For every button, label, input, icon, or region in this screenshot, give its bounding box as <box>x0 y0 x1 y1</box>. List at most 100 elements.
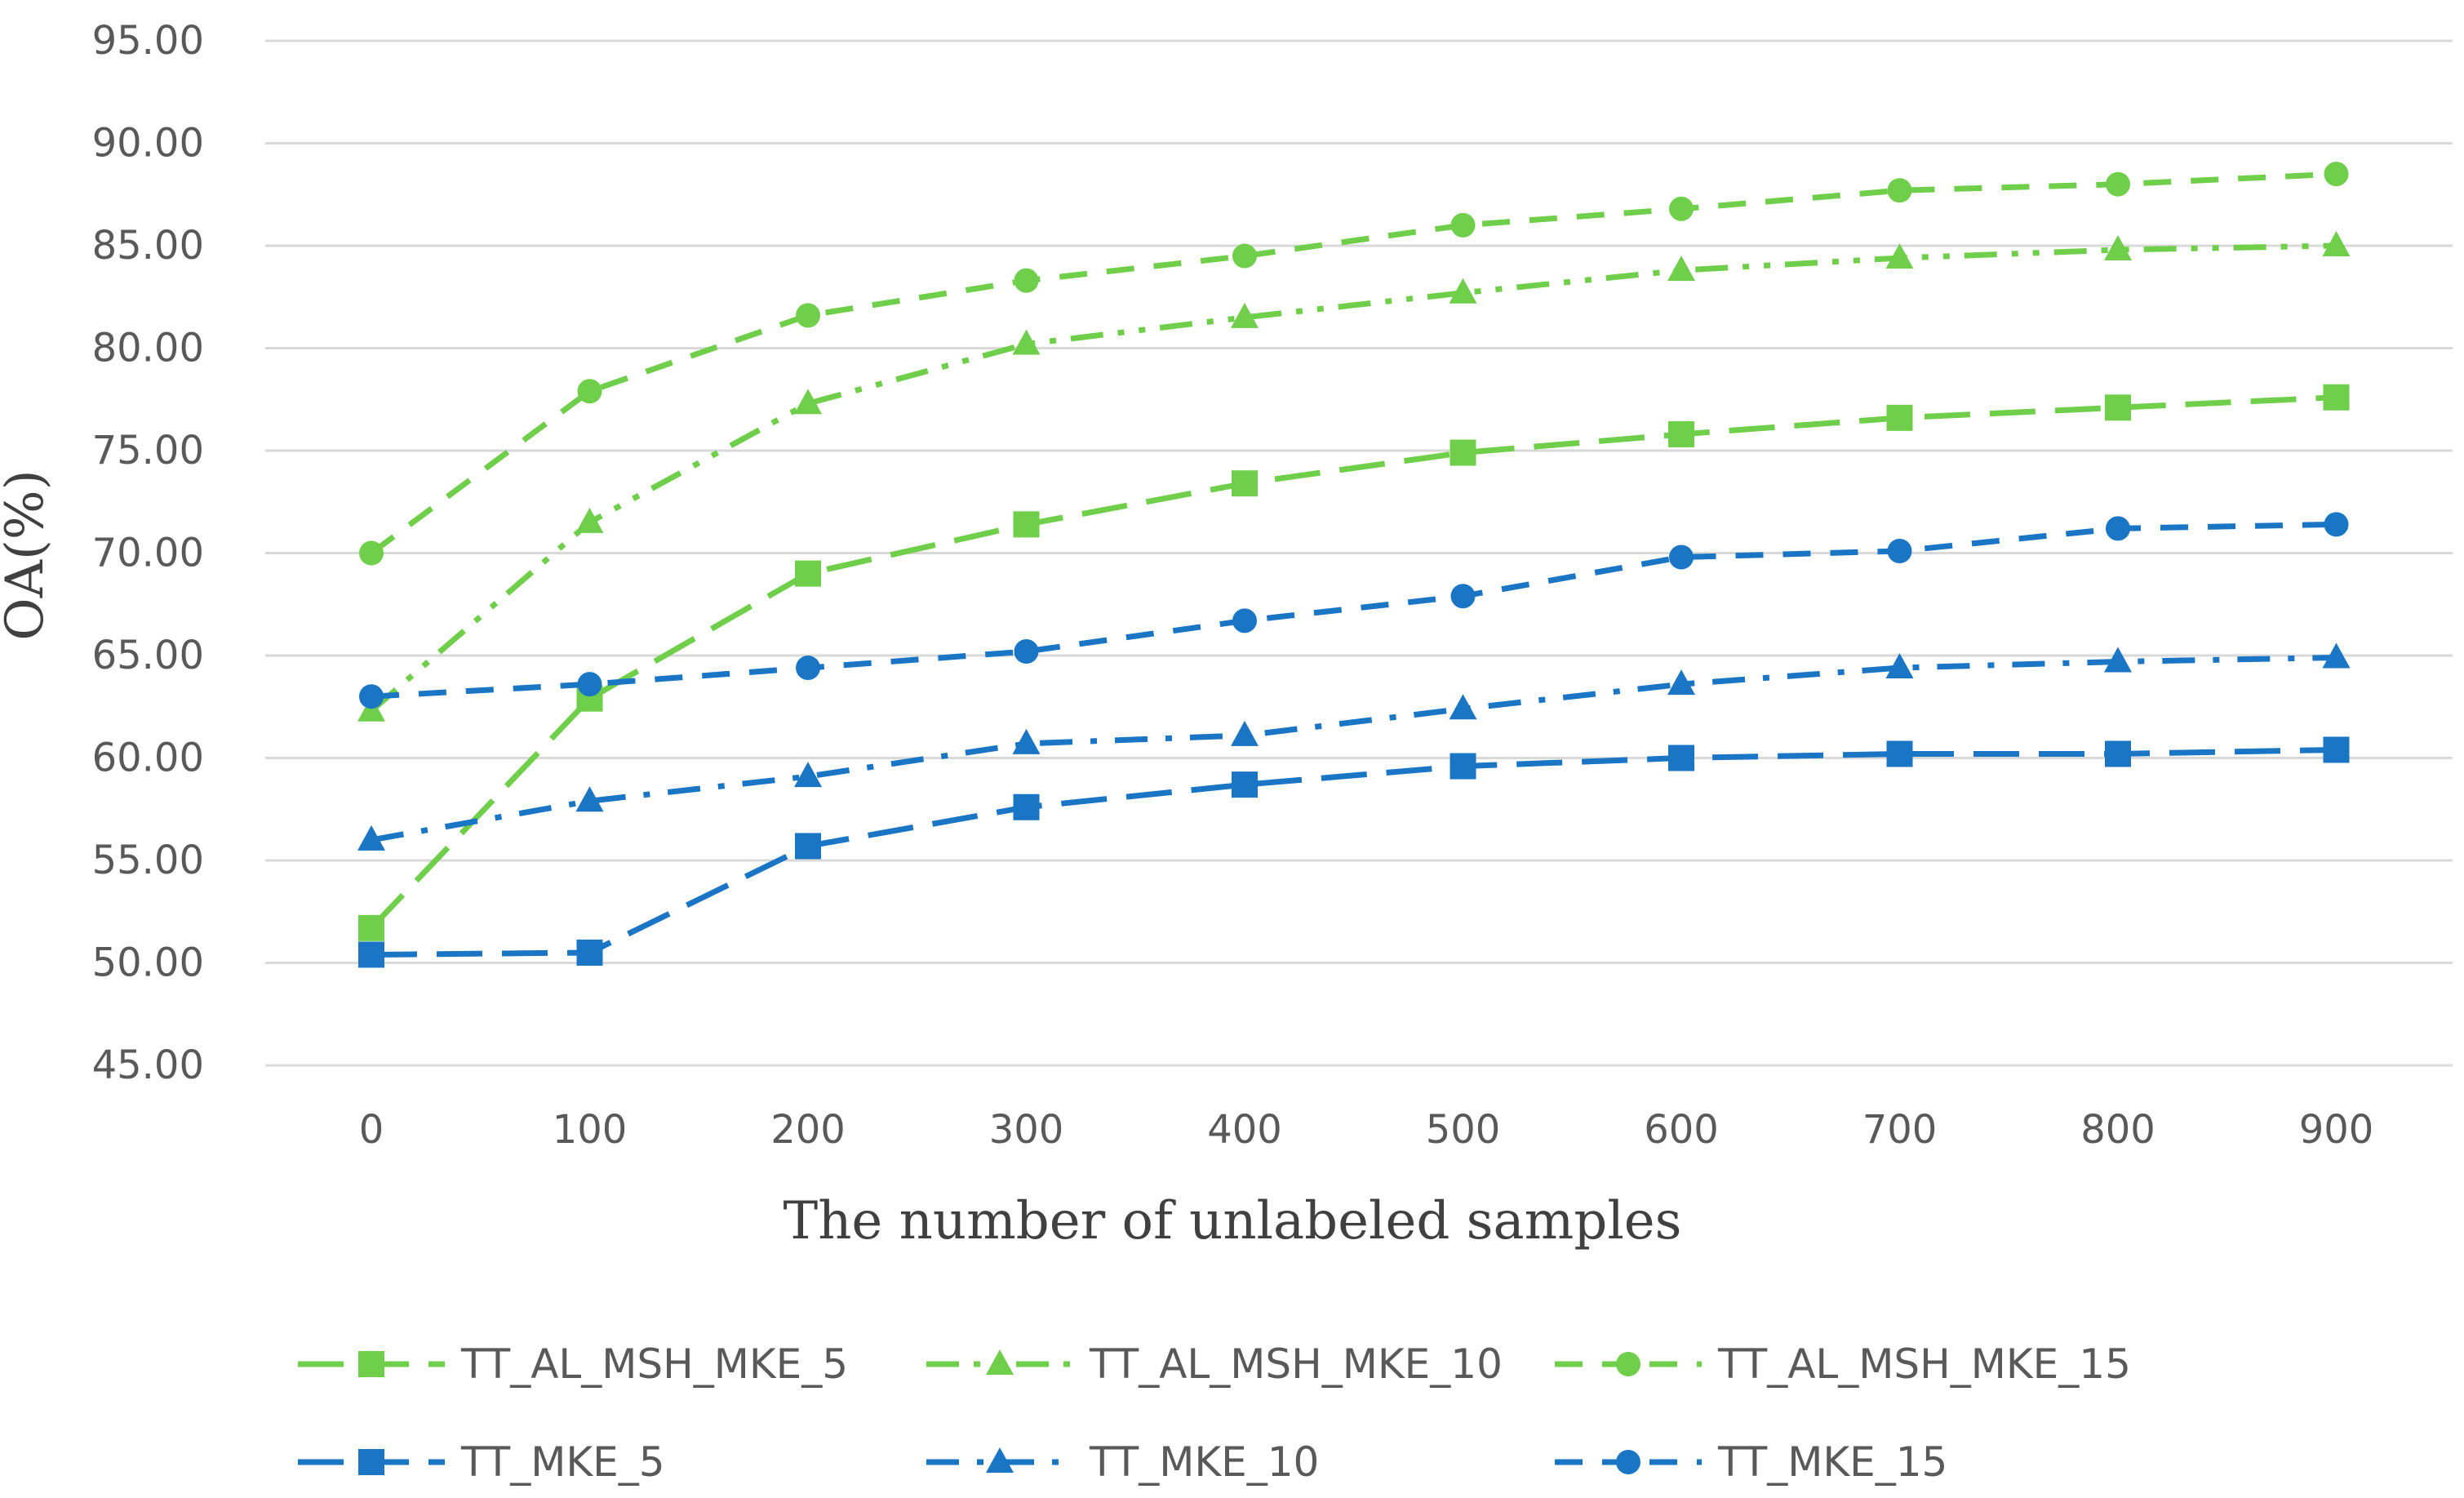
data-point <box>1013 793 1040 820</box>
y-tick-label: 55.00 <box>92 838 204 883</box>
legend-label: TT_AL_MSH_MKE_10 <box>1089 1340 1503 1388</box>
data-point <box>796 303 820 328</box>
series-TT_MKE_5 <box>358 736 2350 968</box>
data-point <box>1013 511 1040 538</box>
data-point <box>1231 302 1259 328</box>
data-point <box>1232 608 1257 633</box>
data-point <box>576 939 603 966</box>
series-line <box>371 521 2337 700</box>
data-point <box>796 656 820 681</box>
gridlines <box>265 39 2453 1067</box>
data-point <box>1887 178 1912 203</box>
x-tick-label: 500 <box>1426 1107 1501 1153</box>
data-point <box>575 507 604 533</box>
legend-marker <box>1616 1352 1640 1376</box>
y-axis-title: OA(%) <box>0 469 55 640</box>
legend-item: TT_AL_MSH_MKE_15 <box>1555 1340 2131 1388</box>
series-line <box>369 171 2337 556</box>
data-point <box>794 762 822 788</box>
data-point <box>358 941 384 968</box>
legend-label: TT_AL_MSH_MKE_5 <box>460 1340 848 1388</box>
y-tick-label: 95.00 <box>92 18 204 64</box>
data-point <box>1232 470 1258 497</box>
x-tick-label: 300 <box>989 1107 1064 1153</box>
series-TT_MKE_10 <box>357 642 2351 851</box>
series-TT_AL_MSH_MKE_5 <box>358 384 2350 941</box>
data-point <box>1887 538 1912 563</box>
data-point <box>1450 753 1476 780</box>
data-point <box>1014 268 1039 293</box>
data-point <box>794 389 822 415</box>
y-tick-label: 65.00 <box>92 633 204 678</box>
data-point <box>2324 512 2349 537</box>
data-point <box>1231 720 1259 746</box>
legend-item: TT_MKE_15 <box>1555 1438 1947 1486</box>
data-point <box>1012 728 1041 754</box>
legend-label: TT_AL_MSH_MKE_15 <box>1717 1340 2131 1388</box>
legend: TT_AL_MSH_MKE_5 TT_AL_MSH_MKE_10 TT_AL_MSH… <box>298 1340 2131 1486</box>
data-point <box>2105 740 2131 767</box>
data-point <box>1667 669 1695 696</box>
series-lines <box>357 162 2351 968</box>
data-point <box>2322 231 2351 256</box>
data-point <box>1668 745 1694 771</box>
legend-label: TT_MKE_5 <box>460 1438 665 1486</box>
data-point <box>357 696 385 722</box>
data-point <box>577 379 602 404</box>
data-point <box>2106 171 2130 197</box>
data-point <box>357 825 385 851</box>
data-point <box>575 786 604 812</box>
data-point <box>1669 545 1694 570</box>
data-point <box>1885 243 1914 269</box>
data-point <box>577 672 602 697</box>
y-tick-label: 75.00 <box>92 428 204 473</box>
data-point <box>795 560 821 587</box>
data-point <box>358 914 384 941</box>
series-line <box>371 746 2337 958</box>
data-point <box>1886 740 1913 767</box>
data-point <box>2104 235 2132 261</box>
data-point <box>2322 642 2351 669</box>
y-tick-label: 80.00 <box>92 326 204 371</box>
legend-marker <box>986 1447 1014 1473</box>
legend-item: TT_MKE_10 <box>926 1438 1319 1486</box>
data-point <box>795 833 821 860</box>
data-point <box>1232 243 1257 269</box>
x-tick-label: 100 <box>553 1107 628 1153</box>
data-point <box>1450 212 1476 238</box>
data-point <box>1667 256 1695 282</box>
x-tick-label: 900 <box>2299 1107 2374 1153</box>
x-tick-label: 0 <box>359 1107 384 1153</box>
data-point <box>1012 329 1041 355</box>
data-point <box>1886 404 1913 431</box>
legend-item: TT_AL_MSH_MKE_5 <box>298 1340 848 1388</box>
data-point <box>2324 162 2349 187</box>
data-point <box>2105 394 2131 421</box>
data-point <box>2106 516 2130 541</box>
y-tick-label: 90.00 <box>92 121 204 167</box>
legend-marker <box>986 1349 1014 1375</box>
y-tick-label: 50.00 <box>92 940 204 986</box>
series-line <box>369 394 2337 931</box>
data-point <box>1450 584 1476 609</box>
series-line <box>369 242 2337 713</box>
x-tick-label: 400 <box>1207 1107 1282 1153</box>
x-tick-label: 800 <box>2080 1107 2155 1153</box>
x-axis-title: The number of unlabeled samples <box>784 1191 1682 1251</box>
data-point <box>1669 196 1694 221</box>
series-TT_AL_MSH_MKE_15 <box>359 162 2349 566</box>
data-point <box>1450 439 1476 466</box>
legend-label: TT_MKE_15 <box>1717 1438 1947 1486</box>
legend-label: TT_MKE_10 <box>1089 1438 1319 1486</box>
legend-item: TT_MKE_5 <box>298 1438 665 1486</box>
data-point <box>359 540 384 566</box>
data-point <box>1449 278 1477 304</box>
x-tick-label: 600 <box>1644 1107 1719 1153</box>
x-tick-label: 700 <box>1862 1107 1938 1153</box>
data-point <box>2323 384 2350 411</box>
x-axis-ticks: 0 100 200 300 400 500 600 700 800 900 <box>359 1107 2374 1153</box>
series-TT_MKE_15 <box>359 512 2349 709</box>
legend-marker <box>358 1351 384 1377</box>
y-tick-label: 85.00 <box>92 223 204 269</box>
